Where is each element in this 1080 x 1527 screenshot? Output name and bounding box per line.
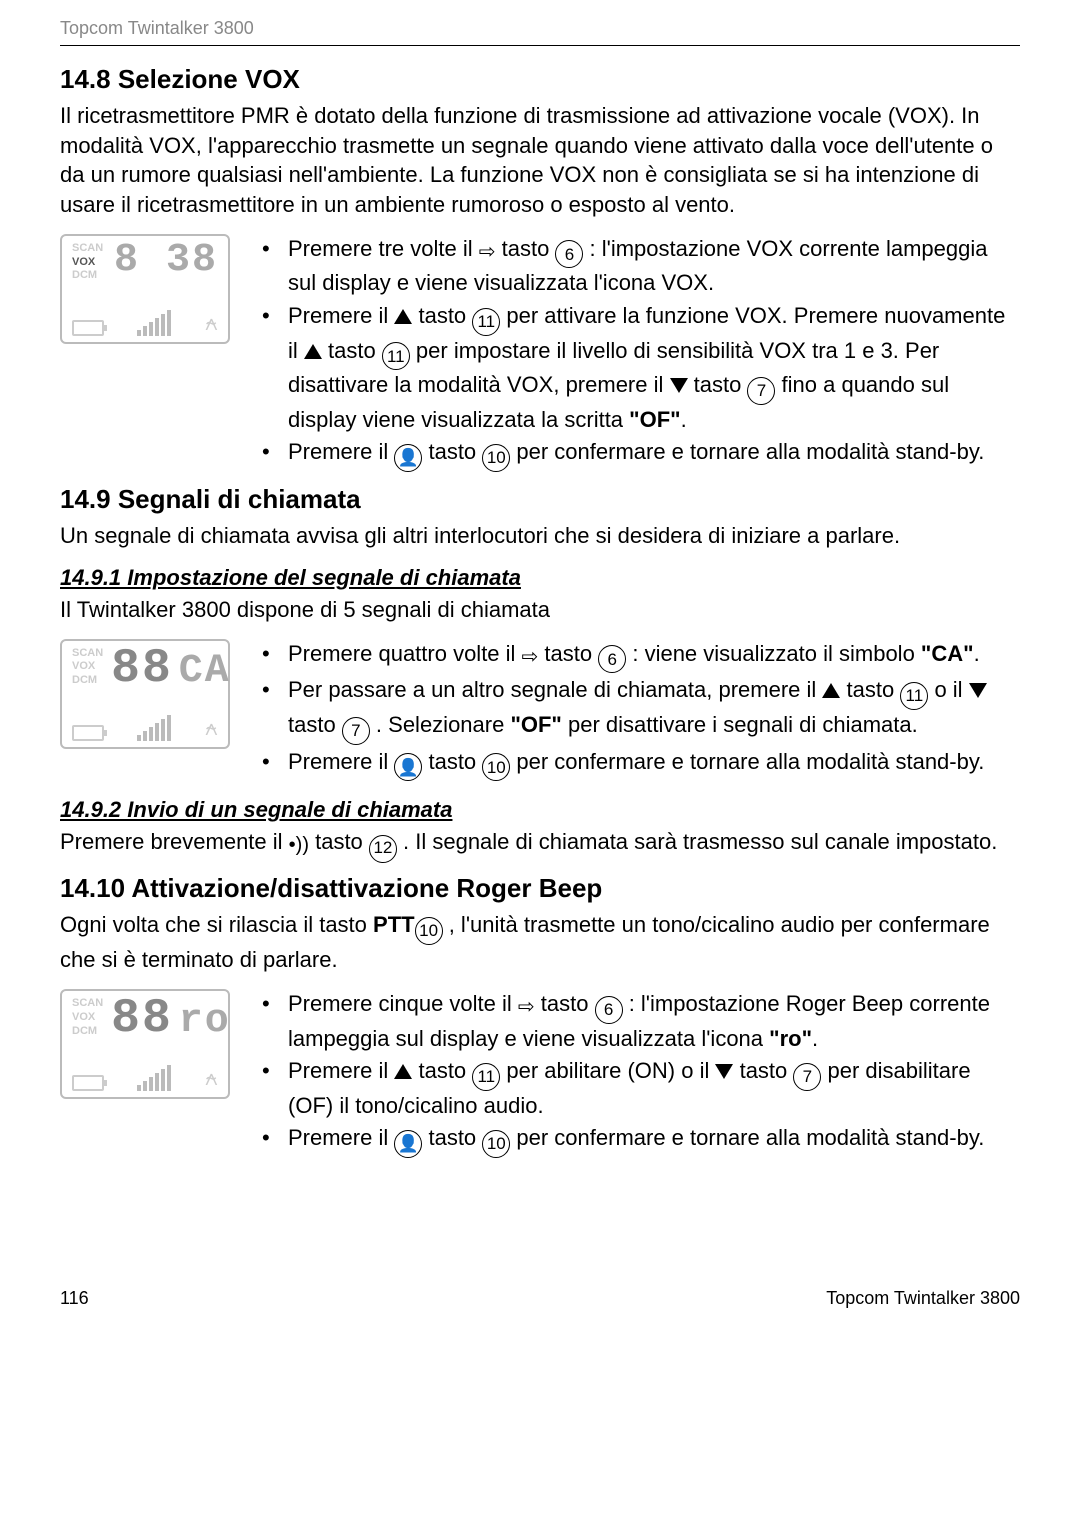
row-14-10: SCAN VOX DCM 88ro ⍲ Premere cinque volte… [60, 989, 1020, 1160]
confirm-icon: 👤 [394, 1130, 422, 1158]
bullet: Per passare a un altro segnale di chiama… [248, 675, 1020, 744]
key-ref: 6 [595, 996, 623, 1024]
key-ref: 7 [793, 1063, 821, 1091]
bullets-14-10: Premere cinque volte il ⇨ tasto 6 : l'im… [248, 989, 1020, 1160]
lcd-labels: SCAN VOX DCM [72, 242, 103, 283]
key-ref: 10 [482, 1130, 510, 1158]
page-footer: 116 Topcom Twintalker 3800 [0, 1288, 1080, 1339]
header-product: Topcom Twintalker 3800 [60, 18, 254, 38]
down-icon [670, 378, 688, 393]
menu-icon: ⇨ [479, 241, 496, 263]
confirm-icon: 👤 [394, 444, 422, 472]
row-14-9-1: SCAN VOX DCM 88CA ⍲ Premere quattro volt… [60, 639, 1020, 784]
antenna-icon: ⍲ [205, 1065, 218, 1091]
battery-icon [72, 725, 104, 741]
antenna-icon: ⍲ [205, 715, 218, 741]
signal-icon [137, 310, 171, 336]
up-icon [394, 1064, 412, 1079]
para-14-9-2: Premere brevemente il •)) tasto 12 . Il … [60, 827, 1020, 862]
bullet: Premere cinque volte il ⇨ tasto 6 : l'im… [248, 989, 1020, 1054]
bullet: Premere il 👤 tasto 10 per confermare e t… [248, 437, 1020, 472]
menu-icon: ⇨ [522, 646, 539, 668]
battery-icon [72, 1075, 104, 1091]
bullets-14-8: Premere tre volte il ⇨ tasto 6 : l'impos… [248, 234, 1020, 474]
up-icon [822, 683, 840, 698]
up-icon [304, 344, 322, 359]
key-ref: 6 [555, 240, 583, 268]
row-14-8: SCAN VOX DCM 8 38 ⍲ Premere tre volte il… [60, 234, 1020, 474]
key-ref: 10 [482, 753, 510, 781]
lcd-vox: SCAN VOX DCM 8 38 ⍲ [60, 234, 230, 344]
signal-icon [137, 1065, 171, 1091]
heading-14-8: 14.8 Selezione VOX [60, 64, 1020, 95]
signal-icon [137, 715, 171, 741]
bullet: Premere il 👤 tasto 10 per confermare e t… [248, 1123, 1020, 1158]
lcd-ca: SCAN VOX DCM 88CA ⍲ [60, 639, 230, 749]
key-ref: 7 [747, 377, 775, 405]
intro-14-9-1: Il Twintalker 3800 dispone di 5 segnali … [60, 595, 1020, 625]
key-ref: 12 [369, 835, 397, 863]
page-number: 116 [60, 1288, 89, 1309]
bullet: Premere quattro volte il ⇨ tasto 6 : vie… [248, 639, 1020, 674]
call-icon: •)) [289, 834, 309, 856]
key-ref: 10 [415, 917, 443, 945]
heading-14-9-2: 14.9.2 Invio di un segnale di chiamata [60, 797, 1020, 823]
lcd-labels: SCAN VOX DCM [72, 997, 103, 1038]
bullet: Premere il 👤 tasto 10 per confermare e t… [248, 747, 1020, 782]
bullet: Premere il tasto 11 per abilitare (ON) o… [248, 1056, 1020, 1121]
menu-icon: ⇨ [518, 996, 535, 1018]
heading-14-9-1: 14.9.1 Impostazione del segnale di chiam… [60, 565, 1020, 591]
lcd-digits: 8 38 [111, 242, 218, 280]
key-ref: 11 [382, 342, 410, 370]
key-ref: 11 [900, 682, 928, 710]
page-content: 14.8 Selezione VOX Il ricetrasmettitore … [0, 46, 1080, 1288]
key-ref: 10 [482, 444, 510, 472]
key-ref: 6 [598, 645, 626, 673]
footer-product: Topcom Twintalker 3800 [826, 1288, 1020, 1309]
key-ref: 7 [342, 717, 370, 745]
heading-14-10: 14.10 Attivazione/disattivazione Roger B… [60, 873, 1020, 904]
bullet: Premere il tasto 11 per attivare la funz… [248, 301, 1020, 436]
lcd-digits: 88ro [111, 997, 231, 1043]
intro-14-9: Un segnale di chiamata avvisa gli altri … [60, 521, 1020, 551]
up-icon [394, 309, 412, 324]
down-icon [715, 1064, 733, 1079]
lcd-digits: 88CA [111, 647, 231, 693]
battery-icon [72, 320, 104, 336]
confirm-icon: 👤 [394, 753, 422, 781]
lcd-ro: SCAN VOX DCM 88ro ⍲ [60, 989, 230, 1099]
intro-14-8: Il ricetrasmettitore PMR è dotato della … [60, 101, 1020, 220]
down-icon [969, 683, 987, 698]
heading-14-9: 14.9 Segnali di chiamata [60, 484, 1020, 515]
bullet: Premere tre volte il ⇨ tasto 6 : l'impos… [248, 234, 1020, 299]
running-header: Topcom Twintalker 3800 [0, 0, 1080, 45]
lcd-labels: SCAN VOX DCM [72, 647, 103, 688]
key-ref: 11 [472, 308, 500, 336]
antenna-icon: ⍲ [205, 310, 218, 336]
intro-14-10: Ogni volta che si rilascia il tasto PTT1… [60, 910, 1020, 975]
bullets-14-9-1: Premere quattro volte il ⇨ tasto 6 : vie… [248, 639, 1020, 784]
key-ref: 11 [472, 1063, 500, 1091]
